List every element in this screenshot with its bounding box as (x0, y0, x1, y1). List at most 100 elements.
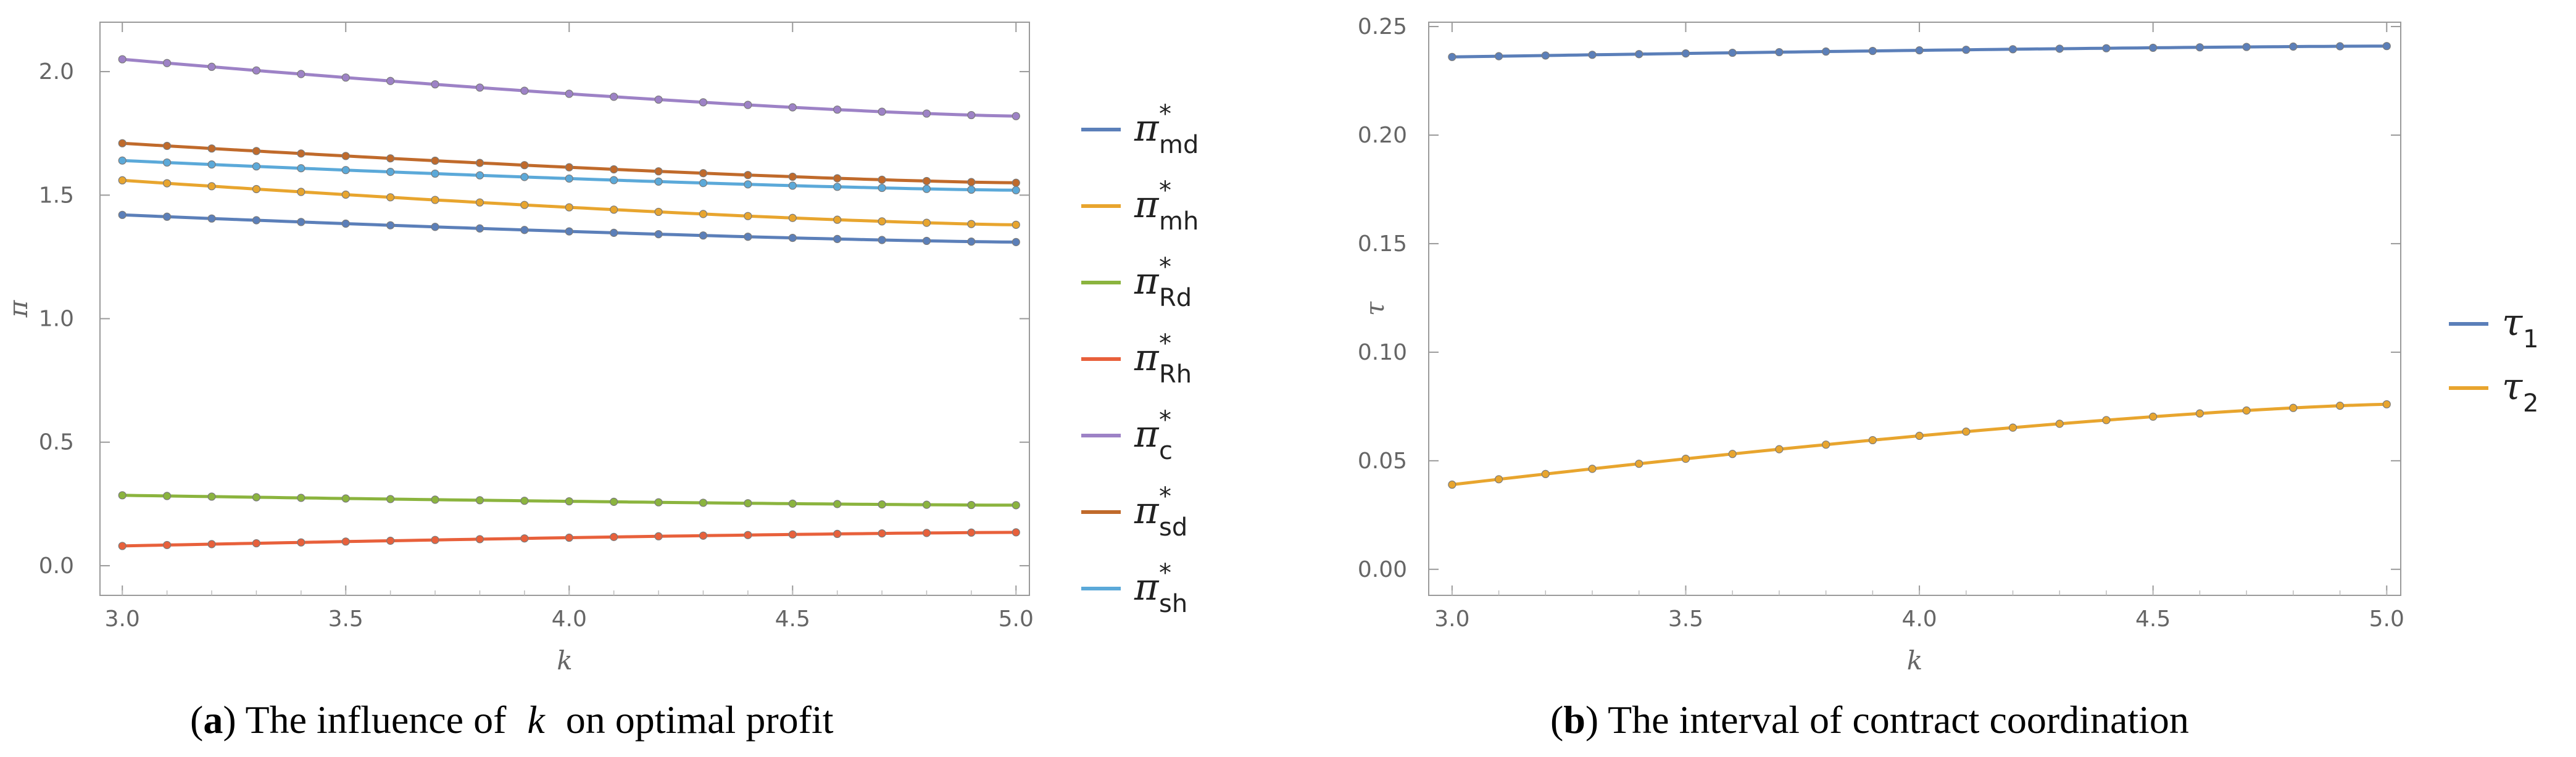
data-point (922, 529, 931, 537)
data-point (610, 205, 618, 214)
data-point (475, 159, 484, 167)
data-point (1588, 465, 1597, 473)
data-point (1541, 51, 1550, 60)
y-tick-label: 2.0 (39, 59, 74, 85)
data-point (431, 80, 439, 89)
data-point (1012, 220, 1020, 229)
legend-superscript: * (1159, 482, 1171, 511)
data-point (252, 162, 261, 171)
data-point (118, 176, 127, 184)
data-point (610, 93, 618, 101)
data-point (878, 529, 886, 538)
data-point (967, 238, 976, 246)
data-point (1541, 470, 1550, 478)
data-point (1448, 52, 1456, 61)
data-point (699, 169, 708, 178)
data-point (1775, 48, 1784, 57)
x-axis-label: k (557, 645, 572, 676)
data-point (788, 103, 797, 112)
data-point (2102, 416, 2111, 424)
y-tick-label: 0.25 (1358, 14, 1407, 39)
legend-superscript: * (1159, 100, 1171, 128)
data-point (699, 210, 708, 218)
data-point (118, 542, 127, 550)
data-point (431, 536, 439, 544)
data-point (475, 198, 484, 207)
data-point (520, 226, 529, 234)
data-point (1012, 501, 1020, 510)
x-tick-label: 3.5 (328, 606, 364, 632)
legend-item-Rh: π *Rh (1081, 329, 1192, 389)
data-point (118, 210, 127, 219)
data-point (252, 147, 261, 155)
x-tick-label: 4.5 (2135, 606, 2171, 632)
data-point (833, 105, 842, 114)
y-tick-label: 0.5 (39, 430, 74, 455)
legend-superscript: * (1159, 176, 1171, 205)
x-tick-label: 4.0 (1901, 606, 1937, 632)
data-point (744, 212, 752, 220)
data-point (163, 59, 172, 67)
data-point (967, 220, 976, 228)
legend-item-mh: π *mh (1081, 176, 1199, 236)
data-point (967, 500, 976, 510)
data-point (1635, 50, 1643, 59)
legend-subscript: c (1159, 437, 1173, 465)
y-tick-label: 0.20 (1358, 123, 1407, 148)
data-point (565, 174, 573, 183)
data-point (207, 214, 216, 223)
data-point (788, 530, 797, 539)
data-point (386, 154, 395, 163)
data-point (386, 77, 395, 85)
data-point (520, 161, 529, 170)
data-point (163, 492, 172, 500)
data-point (520, 497, 529, 505)
series-mh (118, 176, 1020, 229)
legend-subscript: 1 (2523, 325, 2538, 354)
series-2 (1448, 400, 2391, 489)
data-point (833, 234, 842, 243)
data-point (565, 89, 573, 98)
data-point (565, 497, 573, 506)
data-point (565, 533, 573, 542)
data-point (878, 183, 886, 192)
data-point (744, 233, 752, 241)
legend-superscript: * (1159, 329, 1171, 358)
x-tick-label: 3.5 (1668, 606, 1703, 632)
data-point (475, 83, 484, 92)
y-tick-label: 1.5 (39, 183, 74, 208)
data-point (520, 201, 529, 209)
data-point (2195, 409, 2204, 418)
legend-symbol: π (1134, 489, 1160, 532)
data-point (1915, 431, 1924, 441)
data-point (163, 158, 172, 167)
data-point (1012, 186, 1020, 194)
data-point (610, 497, 618, 506)
data-point (1588, 51, 1597, 59)
series-Rd (118, 491, 1020, 510)
data-point (2102, 44, 2111, 52)
data-point (431, 495, 439, 504)
data-point (654, 207, 663, 217)
data-point (1822, 47, 1830, 56)
caption: (b) The interval of contract coordinatio… (1550, 698, 2189, 742)
data-point (431, 156, 439, 165)
data-point (922, 218, 931, 227)
data-point (1012, 528, 1020, 537)
data-point (297, 538, 305, 547)
data-point (833, 183, 842, 191)
data-point (252, 184, 261, 194)
data-point (744, 499, 752, 508)
data-point (475, 224, 484, 233)
data-point (2008, 423, 2017, 432)
y-tick-label: 0.05 (1358, 449, 1407, 474)
x-tick-label: 5.0 (999, 606, 1034, 632)
legend-item-c: π * c (1081, 406, 1173, 465)
data-point (744, 180, 752, 189)
legend-superscript: * (1159, 559, 1171, 587)
data-point (1681, 455, 1690, 463)
data-point (207, 182, 216, 191)
legend-symbol: τ (2502, 365, 2523, 408)
